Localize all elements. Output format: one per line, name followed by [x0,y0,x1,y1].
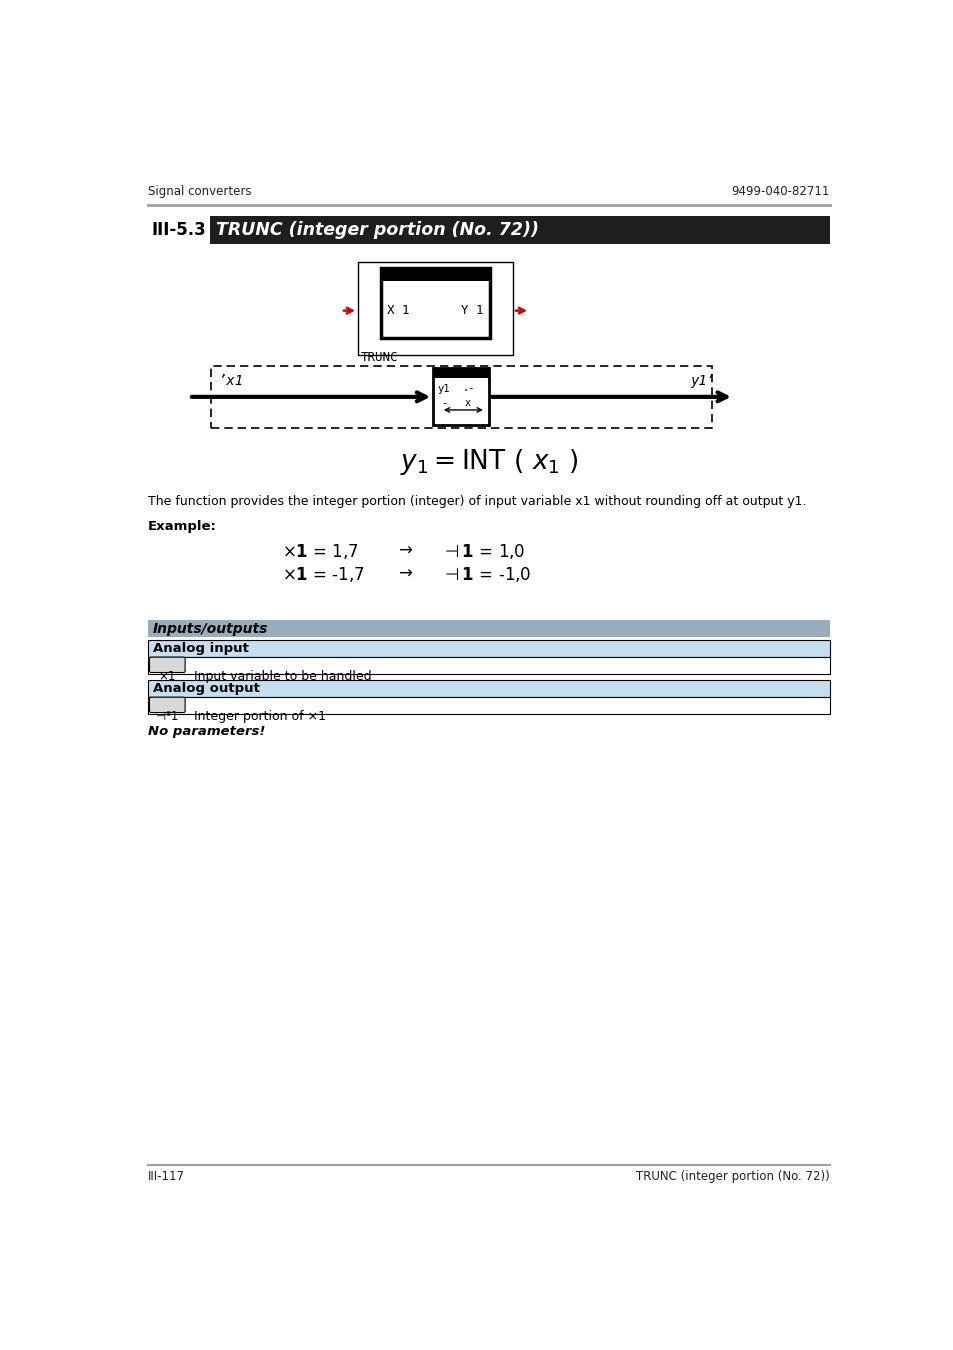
Text: $y_{{\mathit{1}}} = \mathrm{INT}\ (\ x_{{\mathit{1}}}\ )$: $y_{{\mathit{1}}} = \mathrm{INT}\ (\ x_{… [399,447,578,478]
Text: Inputs/outputs: Inputs/outputs [152,621,268,636]
Text: Analog input: Analog input [152,643,248,655]
Text: $\times\mathbf{1}$ = 1,7: $\times\mathbf{1}$ = 1,7 [282,541,358,560]
Text: y1ʼ: y1ʼ [690,374,715,389]
Bar [211,366,711,428]
Text: ⊣⁸1: ⊣⁸1 [156,710,178,722]
Text: Input variable to be handled: Input variable to be handled [194,670,372,683]
Bar [433,367,488,378]
Text: Analog output: Analog output [152,682,259,695]
Text: .-: .- [462,382,475,393]
Text: No parameters!: No parameters! [148,725,265,738]
Text: 9499-040-82711: 9499-040-82711 [731,185,829,197]
Text: →: → [397,541,412,560]
Bar [381,269,489,281]
Bar [381,269,489,338]
Bar [148,697,829,714]
Text: ×1: ×1 [158,670,175,683]
Bar [148,680,829,697]
Text: -: - [440,398,447,408]
Text: →: → [397,564,412,583]
FancyBboxPatch shape [150,657,185,672]
Text: y1: y1 [437,385,450,394]
Text: $\times\mathbf{1}$ = -1,7: $\times\mathbf{1}$ = -1,7 [282,564,365,583]
Text: X 1: X 1 [387,304,410,317]
Text: $\dashv\mathbf{1}$ = 1,0: $\dashv\mathbf{1}$ = 1,0 [440,541,525,560]
Bar [210,216,829,243]
Text: III-117: III-117 [148,1170,185,1184]
Bar [148,216,210,243]
Text: TRUNC: TRUNC [360,351,398,364]
Text: Y 1: Y 1 [460,304,483,317]
Bar [357,262,513,355]
Text: Example:: Example: [148,520,216,533]
Text: x: x [464,398,470,408]
Text: III-5.3: III-5.3 [151,221,206,239]
Bar [148,640,829,657]
Text: $\dashv\mathbf{1}$ = -1,0: $\dashv\mathbf{1}$ = -1,0 [440,564,531,583]
Text: Integer portion of ×1: Integer portion of ×1 [194,710,326,722]
FancyBboxPatch shape [150,697,185,713]
Text: TRUNC (integer portion (No. 72)): TRUNC (integer portion (No. 72)) [636,1170,829,1184]
Text: TRUNC (integer portion (No. 72)): TRUNC (integer portion (No. 72)) [216,221,538,239]
Bar [148,620,829,637]
Text: ʼx1: ʼx1 [218,374,243,389]
Bar [148,657,829,674]
Bar [433,367,488,425]
Text: Signal converters: Signal converters [148,185,252,197]
Text: The function provides the integer portion (integer) of input variable x1 without: The function provides the integer portio… [148,494,805,508]
